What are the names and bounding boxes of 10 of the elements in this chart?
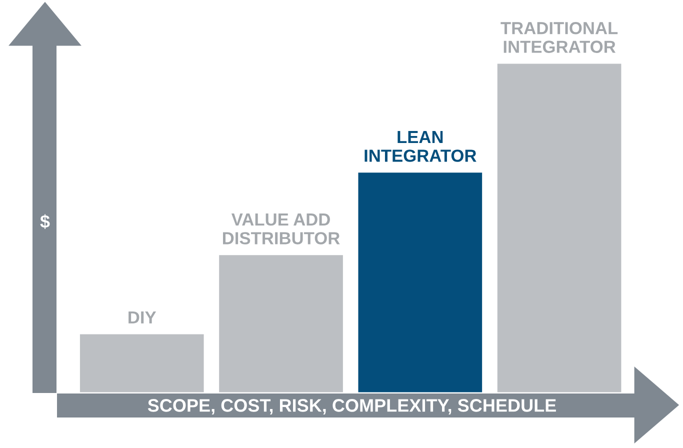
x-axis-title: SCOPE, COST, RISK, COMPLEXITY, SCHEDULE: [148, 399, 556, 414]
bar: [356, 171, 484, 393]
y-axis-title: $: [40, 214, 50, 230]
x-tick-label: VALUE ADD DISTRIBUTOR: [223, 214, 340, 244]
bar: [78, 332, 206, 393]
bar: [218, 254, 344, 393]
x-tick-label: LEAN INTEGRATOR: [364, 131, 476, 162]
x-tick-label: TRADITIONAL INTEGRATOR: [500, 22, 618, 53]
x-tick-label: DIY: [128, 311, 156, 324]
bar: [496, 62, 623, 393]
